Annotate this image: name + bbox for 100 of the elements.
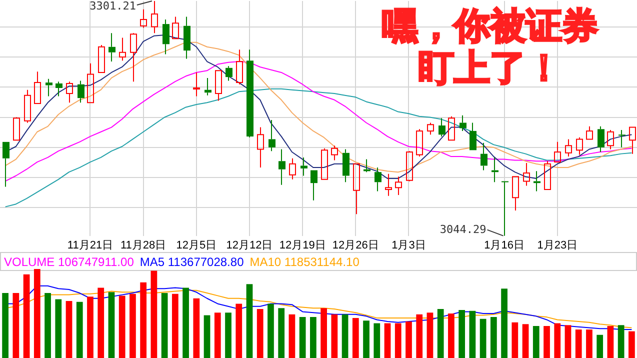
bar (480, 318, 486, 358)
bar (268, 304, 274, 358)
bar (352, 318, 359, 358)
bar (522, 324, 529, 358)
bar (342, 314, 348, 358)
candlestick (544, 160, 551, 190)
candlestick (460, 114, 466, 132)
candlestick (66, 81, 73, 104)
bar (596, 334, 604, 358)
candlestick (46, 78, 52, 97)
bar (172, 294, 178, 358)
candlestick (300, 156, 308, 176)
candlestick (512, 176, 519, 211)
text: MA10 118531144.10 (250, 255, 360, 269)
bar (628, 331, 635, 358)
candlestick (87, 62, 94, 104)
bar (532, 326, 540, 358)
bar (437, 309, 444, 358)
candlestick (236, 49, 243, 85)
annotation: 嘿，你被证券 (381, 6, 599, 48)
bar (23, 274, 30, 358)
bar (193, 298, 200, 358)
candlestick (257, 126, 264, 168)
bar (586, 330, 592, 358)
bar (363, 320, 370, 358)
bar (225, 312, 232, 358)
bar (448, 314, 454, 358)
candlestick (331, 145, 338, 161)
candlestick (310, 170, 318, 201)
bar (98, 288, 104, 358)
bar (278, 308, 285, 358)
bar (564, 325, 572, 358)
bar (320, 308, 327, 358)
bar (331, 314, 338, 358)
candlestick (554, 141, 561, 163)
candlestick (204, 77, 212, 96)
x-tick-label: 1月16日 (484, 239, 524, 252)
bar (512, 322, 518, 358)
candlestick (385, 173, 392, 196)
bar (236, 304, 242, 358)
candlestick (119, 37, 126, 62)
candlestick (140, 8, 147, 28)
series-label: MA5 113677028.80 (140, 255, 244, 269)
bar (214, 312, 221, 358)
bar (66, 301, 72, 358)
candlestick (374, 167, 382, 192)
candlestick (470, 122, 476, 150)
x-tick-label: 11月28日 (120, 239, 166, 252)
bar (182, 288, 189, 358)
annotation: 3044.29 (440, 223, 486, 236)
candlestick (215, 70, 222, 102)
bar (130, 294, 136, 358)
bar (544, 326, 550, 358)
bar (501, 288, 508, 358)
candlestick (534, 170, 540, 192)
bar (161, 293, 168, 358)
bar (394, 323, 402, 358)
bar (310, 317, 316, 358)
candlestick (130, 32, 137, 82)
bar (490, 317, 497, 358)
candlestick (151, 0, 158, 34)
candlestick (438, 118, 446, 137)
bar (87, 296, 94, 358)
candlestick (342, 148, 350, 183)
candlestick (618, 130, 626, 148)
candlestick (629, 126, 636, 154)
bar (299, 317, 306, 358)
bar (458, 310, 466, 358)
x-tick-label: 12月12日 (226, 239, 273, 252)
candlestick (78, 80, 84, 104)
bar (406, 322, 412, 358)
bar (204, 315, 210, 358)
bar (374, 323, 380, 358)
bar (12, 293, 20, 358)
x-tick-label: 11月21日 (67, 239, 114, 252)
bar (55, 299, 62, 358)
candlestick (278, 148, 286, 186)
bar (150, 270, 158, 358)
candlestick (56, 81, 62, 97)
series-label: VOLUME 106747911.00 (4, 255, 134, 269)
x-tick-label: 1月23日 (537, 239, 578, 252)
x-tick-label: 12月5日 (176, 239, 217, 252)
bar (34, 269, 40, 358)
candlestick (162, 18, 170, 55)
bar (618, 325, 624, 358)
x-tick-label: 12月19日 (279, 239, 326, 252)
candlestick (565, 138, 572, 158)
bar (118, 296, 126, 358)
x-tick-label: 1月3日 (392, 239, 426, 252)
bar (416, 314, 423, 358)
candlestick (184, 16, 190, 60)
candlestick (353, 163, 360, 215)
annotation: 盯上了！ (417, 48, 563, 90)
bar (384, 323, 391, 358)
candlestick (395, 176, 402, 196)
bar (76, 302, 83, 358)
candlestick (268, 120, 276, 152)
bar (469, 310, 476, 358)
candlestick (172, 16, 179, 40)
candlestick (226, 66, 232, 82)
